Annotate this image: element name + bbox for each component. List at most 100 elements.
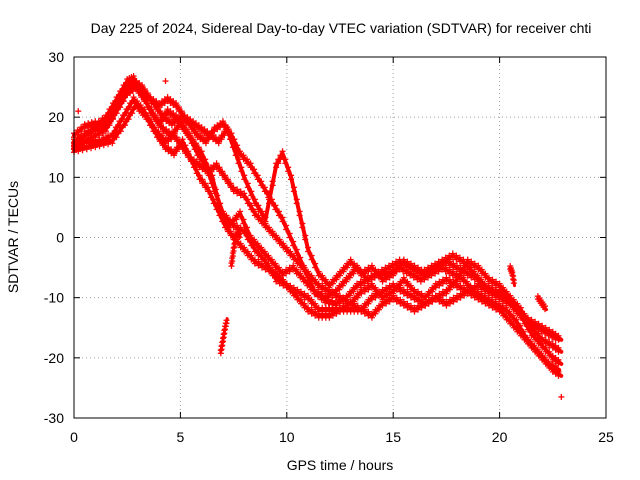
data-point [135,86,142,93]
data-point [376,292,383,299]
data-point [417,272,424,279]
data-point [421,276,428,283]
data-point [396,260,403,267]
data-point [375,272,382,279]
data-point [83,146,90,153]
series-fragment-2 [228,226,243,270]
data-point [251,170,258,177]
data-point [541,330,548,337]
data-point [454,284,461,291]
data-point [308,256,315,263]
data-point [283,270,290,277]
data-point [265,194,272,201]
data-point [229,253,236,260]
data-point [208,132,215,139]
data-point [446,256,453,263]
data-point [95,132,102,139]
data-point [385,266,392,273]
data-point [364,278,371,285]
data-point [365,300,372,307]
y-tick-label: -10 [44,290,64,306]
data-point [432,264,439,271]
data-point [411,296,418,303]
y-tick-label: -20 [44,350,64,366]
data-point [315,292,322,299]
data-point [332,290,339,297]
data-point [418,304,425,311]
data-point [144,104,151,111]
data-point [333,310,340,317]
data-point [495,292,502,299]
data-point [110,115,117,122]
data-point [255,262,262,269]
data-point [132,83,139,90]
data-point [173,148,180,155]
data-point [286,234,293,241]
data-point [510,276,517,283]
data-point [329,301,336,308]
data-point [109,140,116,147]
data-point [428,266,435,273]
data-point [545,332,552,339]
data-point [383,276,390,283]
data-point [443,278,450,285]
data-point [150,128,157,135]
data-point [254,176,261,183]
data-point [235,160,242,167]
data-point [78,137,85,144]
data-point [282,160,289,167]
data-point [468,288,475,295]
data-point [296,212,303,219]
data-point [122,122,129,129]
data-point [361,280,368,287]
data-point [350,270,357,277]
data-point [255,206,262,213]
data-point [534,326,541,333]
data-point [244,184,251,191]
data-point [393,286,400,293]
data-point [454,296,461,303]
data-point [262,266,269,273]
data-point [234,190,241,197]
x-axis-label: GPS time / hours [287,457,394,473]
data-point [390,272,397,279]
data-point [383,300,390,307]
data-point [400,262,407,269]
data-point [436,282,443,289]
outlier-point [162,78,169,85]
data-point [555,348,562,355]
data-point [439,280,446,287]
data-point [407,306,414,313]
data-point [88,145,95,152]
y-tick-label: 30 [48,49,64,65]
data-point [315,284,322,291]
data-point [454,266,461,273]
data-point [261,188,268,195]
data-point [312,264,319,271]
data-point [297,258,304,265]
data-point [269,182,276,189]
data-point [361,310,368,317]
data-point [510,280,517,287]
data-point [485,302,492,309]
data-point [489,304,496,311]
data-point [293,250,300,257]
data-point [478,298,485,305]
data-point [393,268,400,275]
data-point [471,294,478,301]
data-point [404,304,411,311]
data-point [425,300,432,307]
data-point [148,110,155,117]
data-point [339,282,346,289]
data-point [443,302,450,309]
series-band [72,85,564,378]
data-point [275,160,282,167]
data-point [322,296,329,303]
data-series [71,73,565,400]
data-point [230,188,237,195]
data-point [461,292,468,299]
data-point [432,296,439,303]
data-point [340,298,347,305]
data-point [202,140,209,147]
data-point [390,284,397,291]
